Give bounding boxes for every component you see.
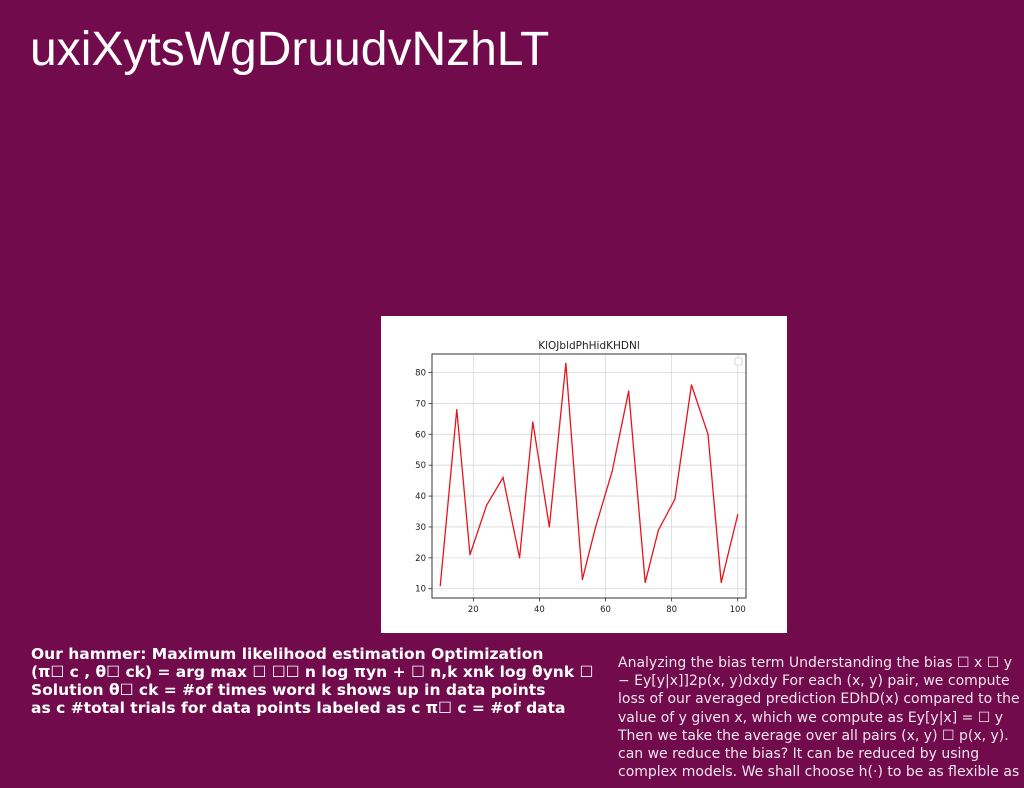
legend-box [734, 357, 743, 366]
series-layer [439, 362, 739, 587]
data-point [657, 529, 660, 531]
chart-title: KlOJbldPhHidKHDNl [538, 340, 640, 352]
x-tick-label: 60 [600, 605, 611, 615]
data-point [485, 504, 488, 506]
data-point [581, 578, 583, 581]
y-tick-label: 60 [415, 430, 426, 440]
right-text-line: − Ey[y|x]]2p(x, y)dxdy For each (x, y) p… [618, 673, 1010, 690]
y-tick-label: 10 [415, 585, 426, 595]
data-point [737, 514, 739, 516]
data-point [439, 585, 441, 587]
data-point [548, 526, 550, 528]
data-point [456, 408, 458, 411]
axis-ticks: 20 40 60 80 100 10 20 30 40 50 60 70 80 [415, 369, 746, 615]
y-tick-label: 30 [415, 523, 426, 533]
x-tick-label: 40 [534, 605, 545, 615]
data-point [707, 433, 709, 435]
data-point [502, 476, 504, 479]
x-tick-label: 100 [730, 605, 746, 615]
data-point [628, 390, 630, 392]
y-tick-label: 70 [415, 399, 426, 409]
data-point [674, 498, 676, 500]
data-point [532, 421, 534, 423]
right-text-line: Analyzing the bias term Understanding th… [618, 655, 1013, 671]
plot-area-frame [431, 353, 747, 599]
right-text-line: can we reduce the bias? It can be reduce… [618, 746, 980, 763]
right-text-line: complex models. We shall choose h(·) to … [618, 764, 1020, 781]
x-tick-label: 20 [468, 605, 479, 615]
data-point [595, 526, 597, 528]
chart-card: KlOJbldPhHidKHDNl 20 40 60 80 100 10 20 30 40 50 6… [381, 316, 787, 633]
y-tick-label: 80 [415, 369, 426, 379]
data-point [720, 581, 722, 584]
data-point [518, 557, 521, 559]
left-text-line: as c #total trials for data points label… [31, 699, 566, 717]
y-tick-label: 20 [415, 554, 426, 564]
y-tick-label: 50 [415, 461, 426, 471]
left-text-line: (π☐ c , θ☐ ck) = arg max ☐ ☐☐ n log πyn … [31, 663, 594, 681]
data-point [644, 581, 646, 584]
y-tick-label: 40 [415, 492, 426, 502]
right-text-block: Analyzing the bias term Understanding th… [618, 654, 1024, 781]
right-text-line: value of y given x, which we compute as … [618, 709, 1004, 726]
data-point [611, 470, 613, 472]
grid-lines [432, 354, 746, 598]
data-point [565, 362, 567, 364]
series-line [439, 363, 739, 586]
page-title: uxiXytsWgDruudvNzhLT [30, 23, 550, 76]
data-point [690, 384, 693, 386]
line-chart: KlOJbldPhHidKHDNl 20 40 60 80 100 10 20 30 40 50 6… [415, 340, 747, 615]
left-text-line: Our hammer: Maximum likelihood estimatio… [31, 645, 544, 663]
right-text-line: Then we take the average over all pairs … [618, 727, 1009, 744]
left-text-line: Solution θ☐ ck = #of times word k shows … [31, 681, 546, 699]
right-text-line: loss of our averaged prediction EDhD(x) … [618, 691, 1020, 708]
left-text-block: Our hammer: Maximum likelihood estimatio… [31, 645, 616, 717]
data-point [469, 554, 471, 556]
x-tick-label: 80 [666, 605, 677, 615]
